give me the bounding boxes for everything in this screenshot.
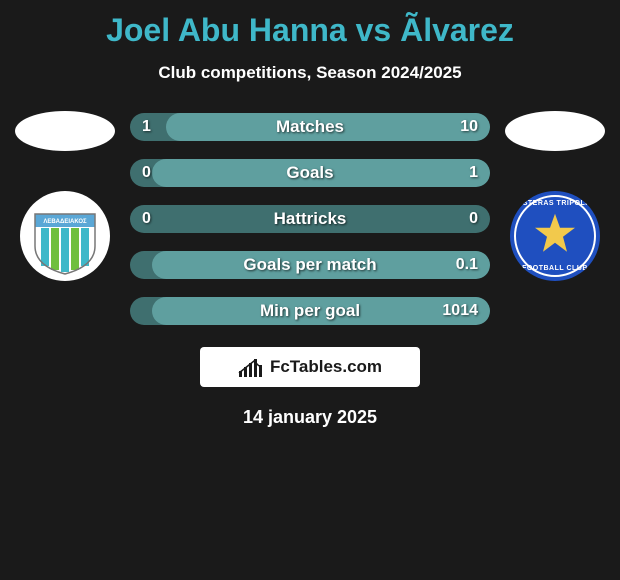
right-player-column: ASTERAS TRIPOLIS FOOTBALL CLUB	[500, 111, 610, 281]
brand-text: FcTables.com	[270, 357, 382, 377]
stat-bar: 0.1 Goals per match	[130, 251, 490, 279]
stat-bar: 1014 Min per goal	[130, 297, 490, 325]
stat-right-value: 1	[469, 164, 478, 182]
page-title: Joel Abu Hanna vs Ãlvarez	[10, 12, 610, 49]
stat-label: Min per goal	[260, 301, 360, 321]
stat-left-value: 0	[142, 164, 151, 182]
stat-bar: 0 1 Goals	[130, 159, 490, 187]
stat-bar: 0 0 Hattricks	[130, 205, 490, 233]
badge-top-text: ASTERAS TRIPOLIS	[510, 200, 600, 207]
comparison-infographic: Joel Abu Hanna vs Ãlvarez Club competiti…	[0, 0, 620, 436]
stat-label: Matches	[276, 117, 344, 137]
stat-right-value: 0	[469, 210, 478, 228]
left-player-column: ΛΕΒΑΔΕΙΑΚΟΣ	[10, 111, 120, 281]
stat-right-value: 0.1	[456, 256, 478, 274]
svg-text:ΛΕΒΑΔΕΙΑΚΟΣ: ΛΕΒΑΔΕΙΑΚΟΣ	[43, 219, 87, 225]
stat-left-value: 1	[142, 118, 151, 136]
star-icon	[533, 212, 577, 256]
main-row: ΛΕΒΑΔΕΙΑΚΟΣ 1 10 Matches 0 1 Goals 0 0 Hattricks…	[10, 111, 610, 325]
badge-bottom-text: FOOTBALL CLUB	[510, 265, 600, 272]
stat-label: Goals per match	[243, 255, 376, 275]
right-player-oval	[505, 111, 605, 151]
left-player-oval	[15, 111, 115, 151]
stat-right-value: 10	[460, 118, 478, 136]
chart-icon	[238, 357, 264, 377]
stat-right-value: 1014	[442, 302, 478, 320]
right-club-badge: ASTERAS TRIPOLIS FOOTBALL CLUB	[510, 191, 600, 281]
stat-label: Hattricks	[274, 209, 347, 229]
levadiakos-crest-icon: ΛΕΒΑΔΕΙΑΚΟΣ	[23, 194, 107, 278]
subtitle: Club competitions, Season 2024/2025	[10, 63, 610, 83]
stat-bar: 1 10 Matches	[130, 113, 490, 141]
brand-box: FcTables.com	[200, 347, 420, 387]
date-text: 14 january 2025	[10, 407, 610, 428]
stat-label: Goals	[286, 163, 333, 183]
stat-left-value: 0	[142, 210, 151, 228]
left-club-badge: ΛΕΒΑΔΕΙΑΚΟΣ	[20, 191, 110, 281]
stats-column: 1 10 Matches 0 1 Goals 0 0 Hattricks 0.1 Goals per…	[130, 111, 490, 325]
